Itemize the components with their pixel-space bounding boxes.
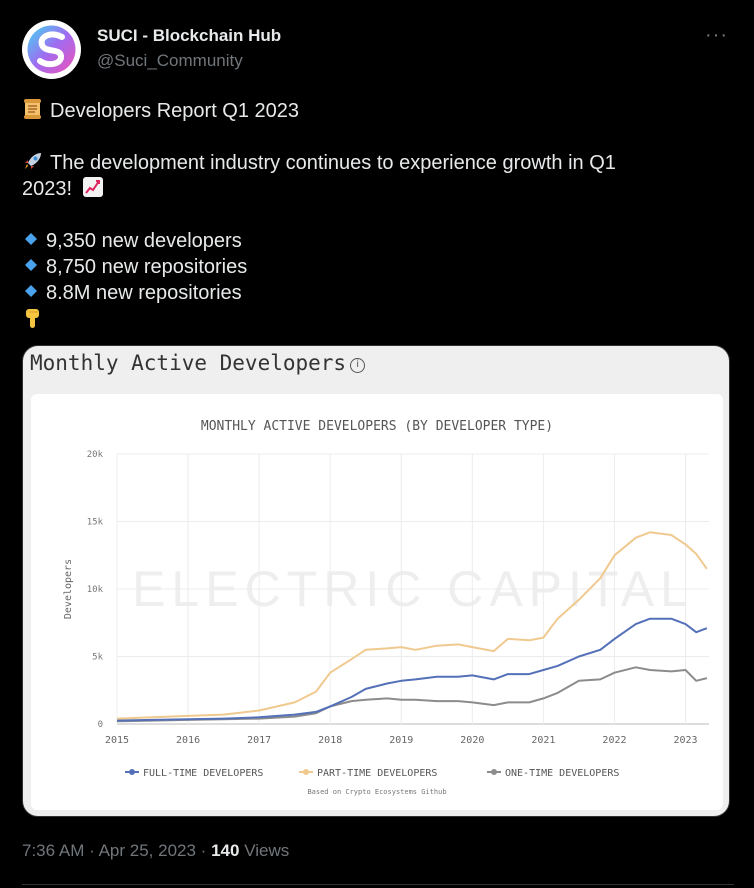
divider	[22, 884, 734, 885]
tweet-line-1: The development industry continues to ex…	[22, 150, 722, 176]
tweet-time[interactable]: 7:36 AM	[22, 841, 85, 860]
legend-label: FULL-TIME DEVELOPERS	[143, 768, 263, 779]
author-handle[interactable]: @Suci_Community	[97, 51, 243, 70]
tweet-line-2: 2023!	[22, 176, 722, 202]
tweet-header: SUCI - Blockchain Hub @Suci_Community ··…	[22, 20, 734, 80]
tweet-text-line1: The development industry continues to ex…	[50, 152, 616, 174]
y-axis-label: Developers	[63, 559, 74, 619]
x-tick-label: 2016	[176, 735, 200, 746]
spacer	[22, 202, 722, 228]
bullet-text: 8.8M new repositories	[46, 282, 242, 304]
y-tick-label: 5k	[92, 653, 103, 663]
legend-label: PART-TIME DEVELOPERS	[317, 768, 437, 779]
y-tick-label: 15k	[87, 518, 104, 528]
media-card[interactable]: Monthly Active Developers i MONTHLY ACTIV…	[22, 345, 730, 817]
separator: ·	[200, 841, 207, 860]
line-chart: MONTHLY ACTIVE DEVELOPERS (BY DEVELOPER …	[63, 419, 709, 796]
bullet-2: 8,750 new repositories	[22, 254, 722, 280]
bullet-3: 8.8M new repositories	[22, 280, 722, 306]
chart-increasing-icon	[82, 177, 103, 197]
series-line-0	[116, 617, 708, 722]
legend-marker	[491, 769, 497, 775]
views-count: 140	[211, 841, 240, 860]
pointing-line	[22, 306, 722, 334]
info-icon[interactable]: i	[350, 358, 366, 373]
avatar[interactable]	[22, 20, 81, 79]
rocket-icon	[25, 153, 41, 169]
tweet-text: Developers Report Q1 2023 The developmen…	[22, 98, 722, 334]
chart-source: Based on Crypto Ecosystems Github	[307, 788, 446, 796]
separator: ·	[89, 841, 95, 860]
x-tick-label: 2023	[674, 735, 698, 746]
x-tick-label: 2017	[247, 735, 271, 746]
chart-panel: MONTHLY ACTIVE DEVELOPERS (BY DEVELOPER …	[31, 394, 723, 810]
tweet-date[interactable]: Apr 25, 2023	[98, 841, 196, 860]
tweet-meta: 7:36 AM · Apr 25, 2023 · 140 Views	[22, 841, 289, 861]
blue-diamond-icon	[25, 259, 37, 271]
y-tick-label: 0	[98, 720, 103, 730]
x-tick-label: 2015	[105, 735, 129, 746]
pointing-down-icon	[26, 309, 39, 328]
legend-label: ONE-TIME DEVELOPERS	[505, 768, 619, 779]
legend-marker	[129, 769, 135, 775]
bullet-text: 9,350 new developers	[46, 230, 242, 252]
y-tick-label: 20k	[87, 450, 104, 460]
blue-diamond-icon	[25, 233, 37, 245]
views-label: Views	[244, 841, 290, 860]
more-options-button[interactable]: ···	[705, 24, 728, 46]
tweet-title: Developers Report Q1 2023	[50, 100, 300, 122]
tweet-text-line2: 2023!	[22, 178, 73, 200]
tweet-title-line: Developers Report Q1 2023	[22, 98, 722, 124]
x-tick-label: 2021	[531, 735, 555, 746]
bullet-1: 9,350 new developers	[22, 228, 722, 254]
legend-marker	[303, 769, 309, 775]
blue-diamond-icon	[25, 285, 37, 297]
y-tick-label: 10k	[87, 585, 104, 595]
card-title: Monthly Active Developers i	[30, 351, 366, 375]
suci-logo-icon	[27, 25, 76, 74]
card-title-text: Monthly Active Developers	[30, 351, 347, 375]
series-line-1	[116, 531, 708, 720]
x-tick-label: 2022	[602, 735, 626, 746]
chart-title: MONTHLY ACTIVE DEVELOPERS (BY DEVELOPER …	[201, 419, 553, 434]
x-tick-label: 2019	[389, 735, 413, 746]
author-name[interactable]: SUCI - Blockchain Hub	[97, 26, 282, 45]
x-tick-label: 2018	[318, 735, 342, 746]
bullet-text: 8,750 new repositories	[46, 256, 248, 278]
series-line-2	[116, 666, 708, 723]
scroll-icon	[24, 99, 41, 119]
x-tick-label: 2020	[460, 735, 484, 746]
spacer	[22, 124, 722, 150]
